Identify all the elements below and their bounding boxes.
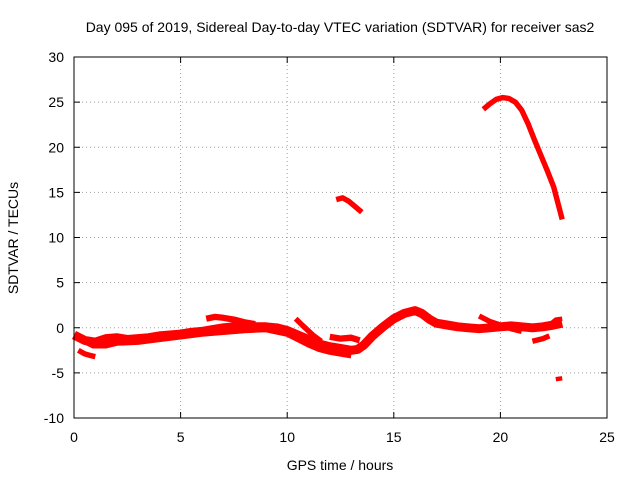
data-series — [71, 94, 565, 382]
series-upper-bump — [205, 313, 256, 328]
x-tick-label: 20 — [493, 429, 509, 445]
x-tick-labels: 0 5 10 15 20 25 — [70, 429, 615, 445]
chart-title: Day 095 of 2019, Sidereal Day-to-day VTE… — [86, 19, 595, 35]
x-tick-label: 5 — [177, 429, 185, 445]
y-tick-label: 20 — [48, 139, 64, 155]
series-late-spike — [547, 316, 563, 327]
series-mid-arc — [335, 195, 364, 215]
plot-frame — [73, 56, 608, 419]
y-tick-label: -10 — [44, 410, 64, 426]
y-axis-label: SDTVAR / TECUs — [5, 182, 21, 294]
y-tick-label: 10 — [48, 230, 64, 246]
series-lower-band — [79, 326, 352, 359]
series-main-band — [71, 306, 564, 355]
grid — [74, 57, 607, 418]
x-tick-label: 25 — [599, 429, 615, 445]
series-late-dip — [531, 333, 551, 344]
y-tick-label: 15 — [48, 184, 64, 200]
x-tick-label: 10 — [279, 429, 295, 445]
y-tick-label: 30 — [48, 49, 64, 65]
x-axis-label: GPS time / hours — [287, 457, 394, 473]
series-late-secondary — [477, 313, 523, 335]
axis-ticks — [73, 56, 608, 419]
series-mid-cluster — [329, 333, 361, 344]
y-tick-labels: -10 -5 0 5 10 15 20 25 30 — [44, 49, 64, 426]
x-tick-label: 0 — [70, 429, 78, 445]
x-tick-label: 15 — [386, 429, 402, 445]
series-recovery-spike — [293, 316, 323, 344]
series-dip-left — [76, 347, 96, 360]
y-tick-label: -5 — [52, 365, 65, 381]
y-tick-label: 0 — [56, 320, 64, 336]
y-tick-label: 25 — [48, 94, 64, 110]
y-tick-label: 5 — [56, 275, 64, 291]
series-high-arc — [481, 94, 565, 221]
series-isolated-drop — [555, 376, 563, 382]
